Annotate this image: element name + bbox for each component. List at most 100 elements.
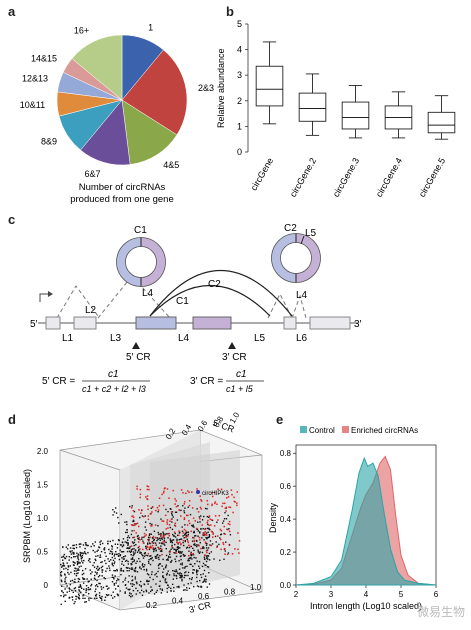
d-point xyxy=(223,558,225,560)
d-point-base xyxy=(160,535,162,537)
d-point-base xyxy=(193,549,195,552)
d-point-base xyxy=(111,574,114,576)
d-point-red xyxy=(162,492,165,494)
d-point-red xyxy=(233,500,236,503)
d-point-base xyxy=(82,544,85,546)
d-point xyxy=(155,549,157,551)
d-point-base xyxy=(95,555,97,557)
d-point-base xyxy=(167,584,169,586)
d-point-base xyxy=(179,572,181,574)
c-eq3-num: c1 xyxy=(236,369,247,380)
d-point-red xyxy=(132,509,135,512)
d-point-base xyxy=(178,586,180,589)
d-point-base xyxy=(98,546,100,548)
d-point-base xyxy=(75,567,77,570)
d-point xyxy=(122,558,125,560)
d-point-base xyxy=(111,581,114,583)
d-point-red xyxy=(211,504,213,507)
d-point-red xyxy=(145,534,147,536)
d-point-base xyxy=(179,547,181,549)
d-point xyxy=(202,532,205,534)
d-point-base xyxy=(206,538,208,540)
d-point xyxy=(118,522,120,524)
d-point-base xyxy=(188,550,190,552)
d-point-base xyxy=(142,540,144,542)
d-point-base xyxy=(77,557,79,559)
d-point-base xyxy=(205,536,207,539)
d-point xyxy=(150,507,152,509)
d-point-base xyxy=(188,559,190,562)
d-point-base xyxy=(114,570,117,572)
d-point xyxy=(204,507,207,510)
d-point-base xyxy=(137,549,140,552)
d-point-base xyxy=(85,584,88,587)
d-point-base xyxy=(129,567,131,570)
d-point-base xyxy=(120,569,122,572)
d-point-base xyxy=(183,576,185,579)
d-point-base xyxy=(208,571,210,574)
d-point-base xyxy=(124,591,126,593)
d-point-base xyxy=(116,570,119,572)
c-right-circle-l5: L5 xyxy=(305,228,317,239)
d-point-base xyxy=(94,541,96,543)
d-point-base xyxy=(89,588,92,590)
d-point-base xyxy=(101,561,103,563)
d-point xyxy=(151,523,153,526)
d-point-base xyxy=(94,585,97,587)
d-point-base xyxy=(169,541,172,543)
c-exon-l2: L2 xyxy=(85,305,97,316)
d-point-red xyxy=(234,548,236,550)
d-point-base xyxy=(202,573,204,575)
d-point-base xyxy=(148,538,150,540)
d-point-base xyxy=(148,562,150,564)
d-point xyxy=(160,518,162,520)
e-ytick-label: 0.4 xyxy=(280,515,292,524)
d-point-base xyxy=(98,582,100,585)
d-point xyxy=(173,548,175,551)
d-point-base xyxy=(185,534,188,537)
d-point-base xyxy=(153,550,155,553)
d-point-red xyxy=(146,495,149,497)
d-point-base xyxy=(140,568,142,570)
d-point-red xyxy=(224,553,226,555)
d-point-base xyxy=(73,544,75,547)
d-point-base xyxy=(66,562,68,564)
e-legend-swatch xyxy=(300,426,307,433)
d-point-base xyxy=(193,569,196,571)
e-ytick-label: 0.2 xyxy=(280,548,292,557)
d-point-red xyxy=(147,508,149,511)
d-point xyxy=(149,555,151,557)
d-point-base xyxy=(205,564,207,567)
d-point-red xyxy=(137,541,140,543)
d-point-base xyxy=(67,544,69,546)
d-point-red xyxy=(191,507,194,509)
d-point-base xyxy=(139,580,142,583)
d-point xyxy=(168,553,171,556)
pie-label: 2&3 xyxy=(198,83,214,93)
d-point-base xyxy=(112,539,114,542)
d-point-base xyxy=(208,583,211,585)
d-point-base xyxy=(152,537,154,540)
d-point-base xyxy=(131,583,134,585)
d-point-base xyxy=(87,559,90,562)
d-point-red xyxy=(131,515,133,518)
d-point-base xyxy=(133,544,135,547)
d-point-base xyxy=(82,562,84,564)
d-point-red xyxy=(175,505,178,508)
d-point xyxy=(169,526,172,529)
d-point-base xyxy=(183,567,186,569)
d-point-red xyxy=(206,534,208,536)
d-point-red xyxy=(207,519,209,522)
d-point-red xyxy=(136,488,138,490)
d-point xyxy=(201,519,204,521)
d-point-base xyxy=(122,570,124,572)
d-point-base xyxy=(175,555,178,558)
d-point-red xyxy=(141,509,143,511)
d-point-base xyxy=(120,551,123,553)
d-point xyxy=(171,528,174,531)
c-eq5-den: c1 + c2 + l2 + l3 xyxy=(82,384,146,394)
d-point-base xyxy=(138,549,140,551)
d-point-base xyxy=(70,553,72,555)
d-point-base xyxy=(134,578,137,580)
d-point-base xyxy=(96,597,98,599)
